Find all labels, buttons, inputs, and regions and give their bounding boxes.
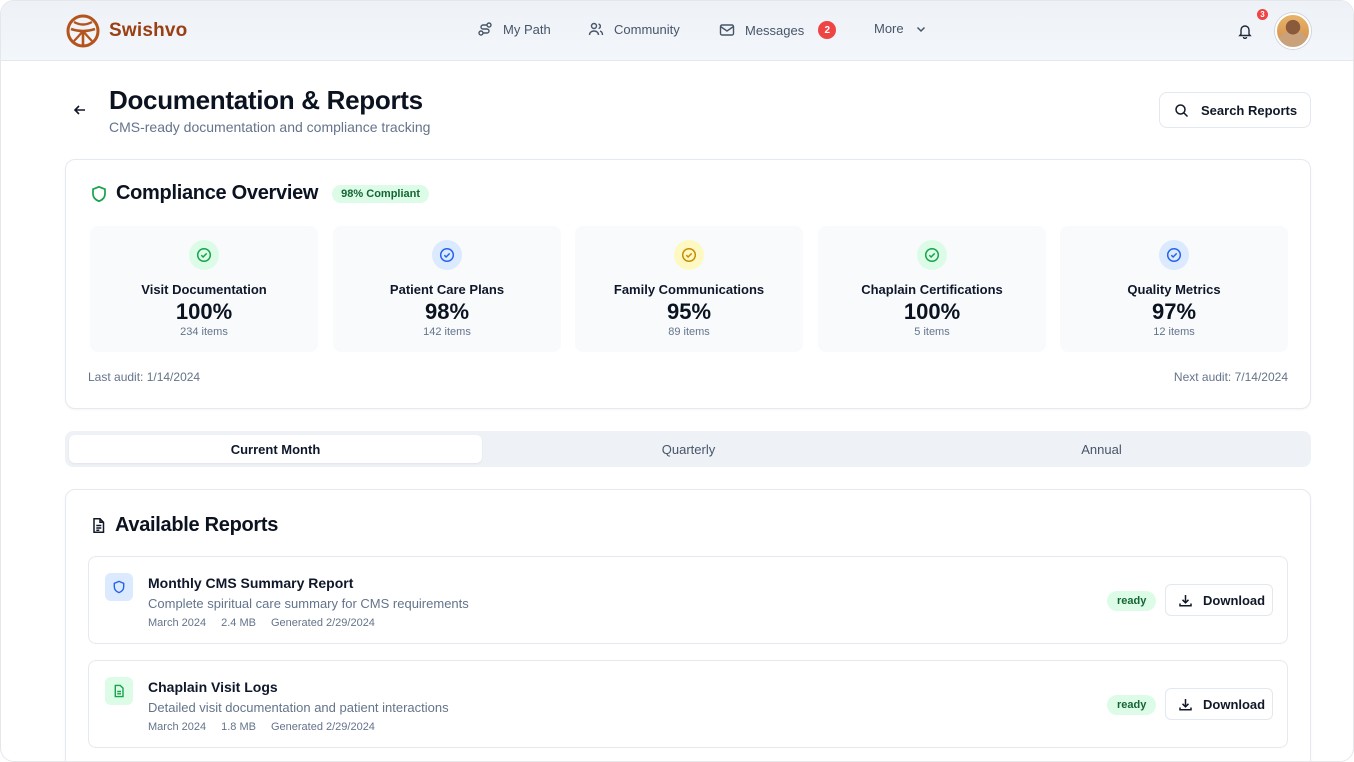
search-icon [1175, 103, 1189, 117]
compliance-status-badge: 98% Compliant [332, 184, 430, 203]
nav-messages[interactable]: Messages 2 [719, 21, 837, 39]
mail-icon [719, 24, 735, 36]
check-circle-icon [189, 240, 219, 270]
download-label: Download [1203, 592, 1266, 608]
arrow-left-icon [73, 105, 85, 115]
brand-logo[interactable]: Swishvo [65, 13, 187, 49]
search-reports-button[interactable]: Search Reports [1159, 92, 1311, 128]
search-reports-label: Search Reports [1201, 102, 1298, 118]
metric-card-visit-documentation[interactable]: Visit Documentation 100% 234 items [90, 226, 318, 352]
metric-value: 100% [175, 299, 233, 324]
tab-current-month[interactable]: Current Month [69, 435, 482, 463]
report-description: Detailed visit documentation and patient… [148, 700, 449, 715]
swishvo-logo-icon [66, 14, 100, 48]
nav-messages-label: Messages [745, 22, 805, 38]
report-size: 2.4 MB [221, 617, 256, 629]
metric-count: 5 items [914, 326, 950, 338]
nav-my-path[interactable]: My Path [477, 21, 551, 37]
brand-name: Swishvo [109, 20, 188, 41]
file-icon [105, 677, 133, 705]
route-icon [478, 22, 492, 36]
document-icon [93, 518, 105, 533]
metric-count: 89 items [668, 326, 710, 338]
page-title: Documentation & Reports [109, 85, 423, 115]
metric-value: 97% [1151, 299, 1197, 324]
metric-card-chaplain-certifications[interactable]: Chaplain Certifications 100% 5 items [818, 226, 1046, 352]
reports-title: Available Reports [115, 514, 279, 536]
nav-community-label: Community [614, 21, 680, 37]
nav-more-label: More [874, 21, 904, 36]
metric-card-family-communications[interactable]: Family Communications 95% 89 items [575, 226, 803, 352]
report-period: March 2024 [148, 721, 207, 733]
report-row: Chaplain Visit Logs Detailed visit docum… [88, 660, 1288, 748]
period-tabs: Current Month Quarterly Annual [65, 431, 1311, 467]
metric-count: 12 items [1153, 326, 1195, 338]
compliance-overview-card: Compliance Overview 98% Compliant Visit … [65, 159, 1311, 409]
metric-count: 142 items [423, 326, 471, 338]
top-navigation-bar: Swishvo My Path Community Messages 2 Mor… [1, 1, 1353, 61]
compliance-title: Compliance Overview [116, 182, 319, 204]
metric-label: Visit Documentation [141, 282, 267, 297]
report-size: 1.8 MB [221, 721, 256, 733]
available-reports-card: Available Reports Monthly CMS Summary Re… [65, 489, 1311, 761]
report-generated: Generated 2/29/2024 [270, 721, 375, 733]
report-name: Chaplain Visit Logs [148, 679, 278, 695]
check-circle-icon [1159, 240, 1189, 270]
report-meta: March 2024 2.4 MB Generated 2/29/2024 [148, 617, 375, 629]
report-row: Monthly CMS Summary Report Complete spir… [88, 556, 1288, 644]
metric-label: Patient Care Plans [389, 282, 505, 297]
shield-icon [92, 185, 106, 202]
report-status-badge: ready [1107, 591, 1157, 611]
report-description: Complete spiritual care summary for CMS … [148, 596, 469, 611]
messages-count-badge: 2 [818, 21, 837, 39]
check-circle-icon [674, 240, 704, 270]
last-audit-text: Last audit: 1/14/2024 [88, 370, 201, 384]
report-period: March 2024 [148, 617, 207, 629]
report-status-badge: ready [1107, 695, 1157, 715]
back-button[interactable] [71, 101, 89, 119]
tab-annual[interactable]: Annual [1081, 441, 1122, 457]
user-avatar[interactable] [1275, 13, 1311, 49]
nav-more[interactable]: More [874, 21, 928, 36]
page-subtitle: CMS-ready documentation and compliance t… [109, 119, 431, 135]
nav-my-path-label: My Path [503, 21, 551, 37]
report-generated: Generated 2/29/2024 [270, 617, 375, 629]
chevron-down-icon [916, 26, 925, 32]
metric-card-quality-metrics[interactable]: Quality Metrics 97% 12 items [1060, 226, 1288, 352]
tab-quarterly[interactable]: Quarterly [661, 441, 716, 457]
metric-label: Chaplain Certifications [861, 282, 1003, 297]
metric-value: 95% [666, 299, 712, 324]
next-audit-text: Next audit: 7/14/2024 [1173, 370, 1288, 384]
notification-count-badge: 3 [1257, 9, 1268, 20]
metric-value: 98% [424, 299, 470, 324]
download-icon [1179, 698, 1192, 711]
report-name: Monthly CMS Summary Report [148, 575, 354, 591]
reports-header: Available Reports [90, 514, 278, 537]
notifications-button[interactable] [1237, 23, 1253, 44]
download-button[interactable]: Download [1165, 688, 1273, 720]
shield-icon [105, 573, 133, 601]
bell-icon [1238, 25, 1252, 40]
metric-label: Quality Metrics [1127, 282, 1221, 297]
check-circle-icon [917, 240, 947, 270]
users-icon [588, 22, 604, 36]
download-icon [1179, 594, 1192, 607]
download-button[interactable]: Download [1165, 584, 1273, 616]
check-circle-icon [432, 240, 462, 270]
download-label: Download [1203, 696, 1266, 712]
metric-count: 234 items [180, 326, 228, 338]
metric-label: Family Communications [613, 282, 765, 297]
metric-card-patient-care-plans[interactable]: Patient Care Plans 98% 142 items [333, 226, 561, 352]
nav-community[interactable]: Community [588, 21, 680, 37]
report-meta: March 2024 1.8 MB Generated 2/29/2024 [148, 721, 375, 733]
metric-value: 100% [903, 299, 961, 324]
compliance-header: Compliance Overview 98% Compliant [90, 182, 430, 205]
